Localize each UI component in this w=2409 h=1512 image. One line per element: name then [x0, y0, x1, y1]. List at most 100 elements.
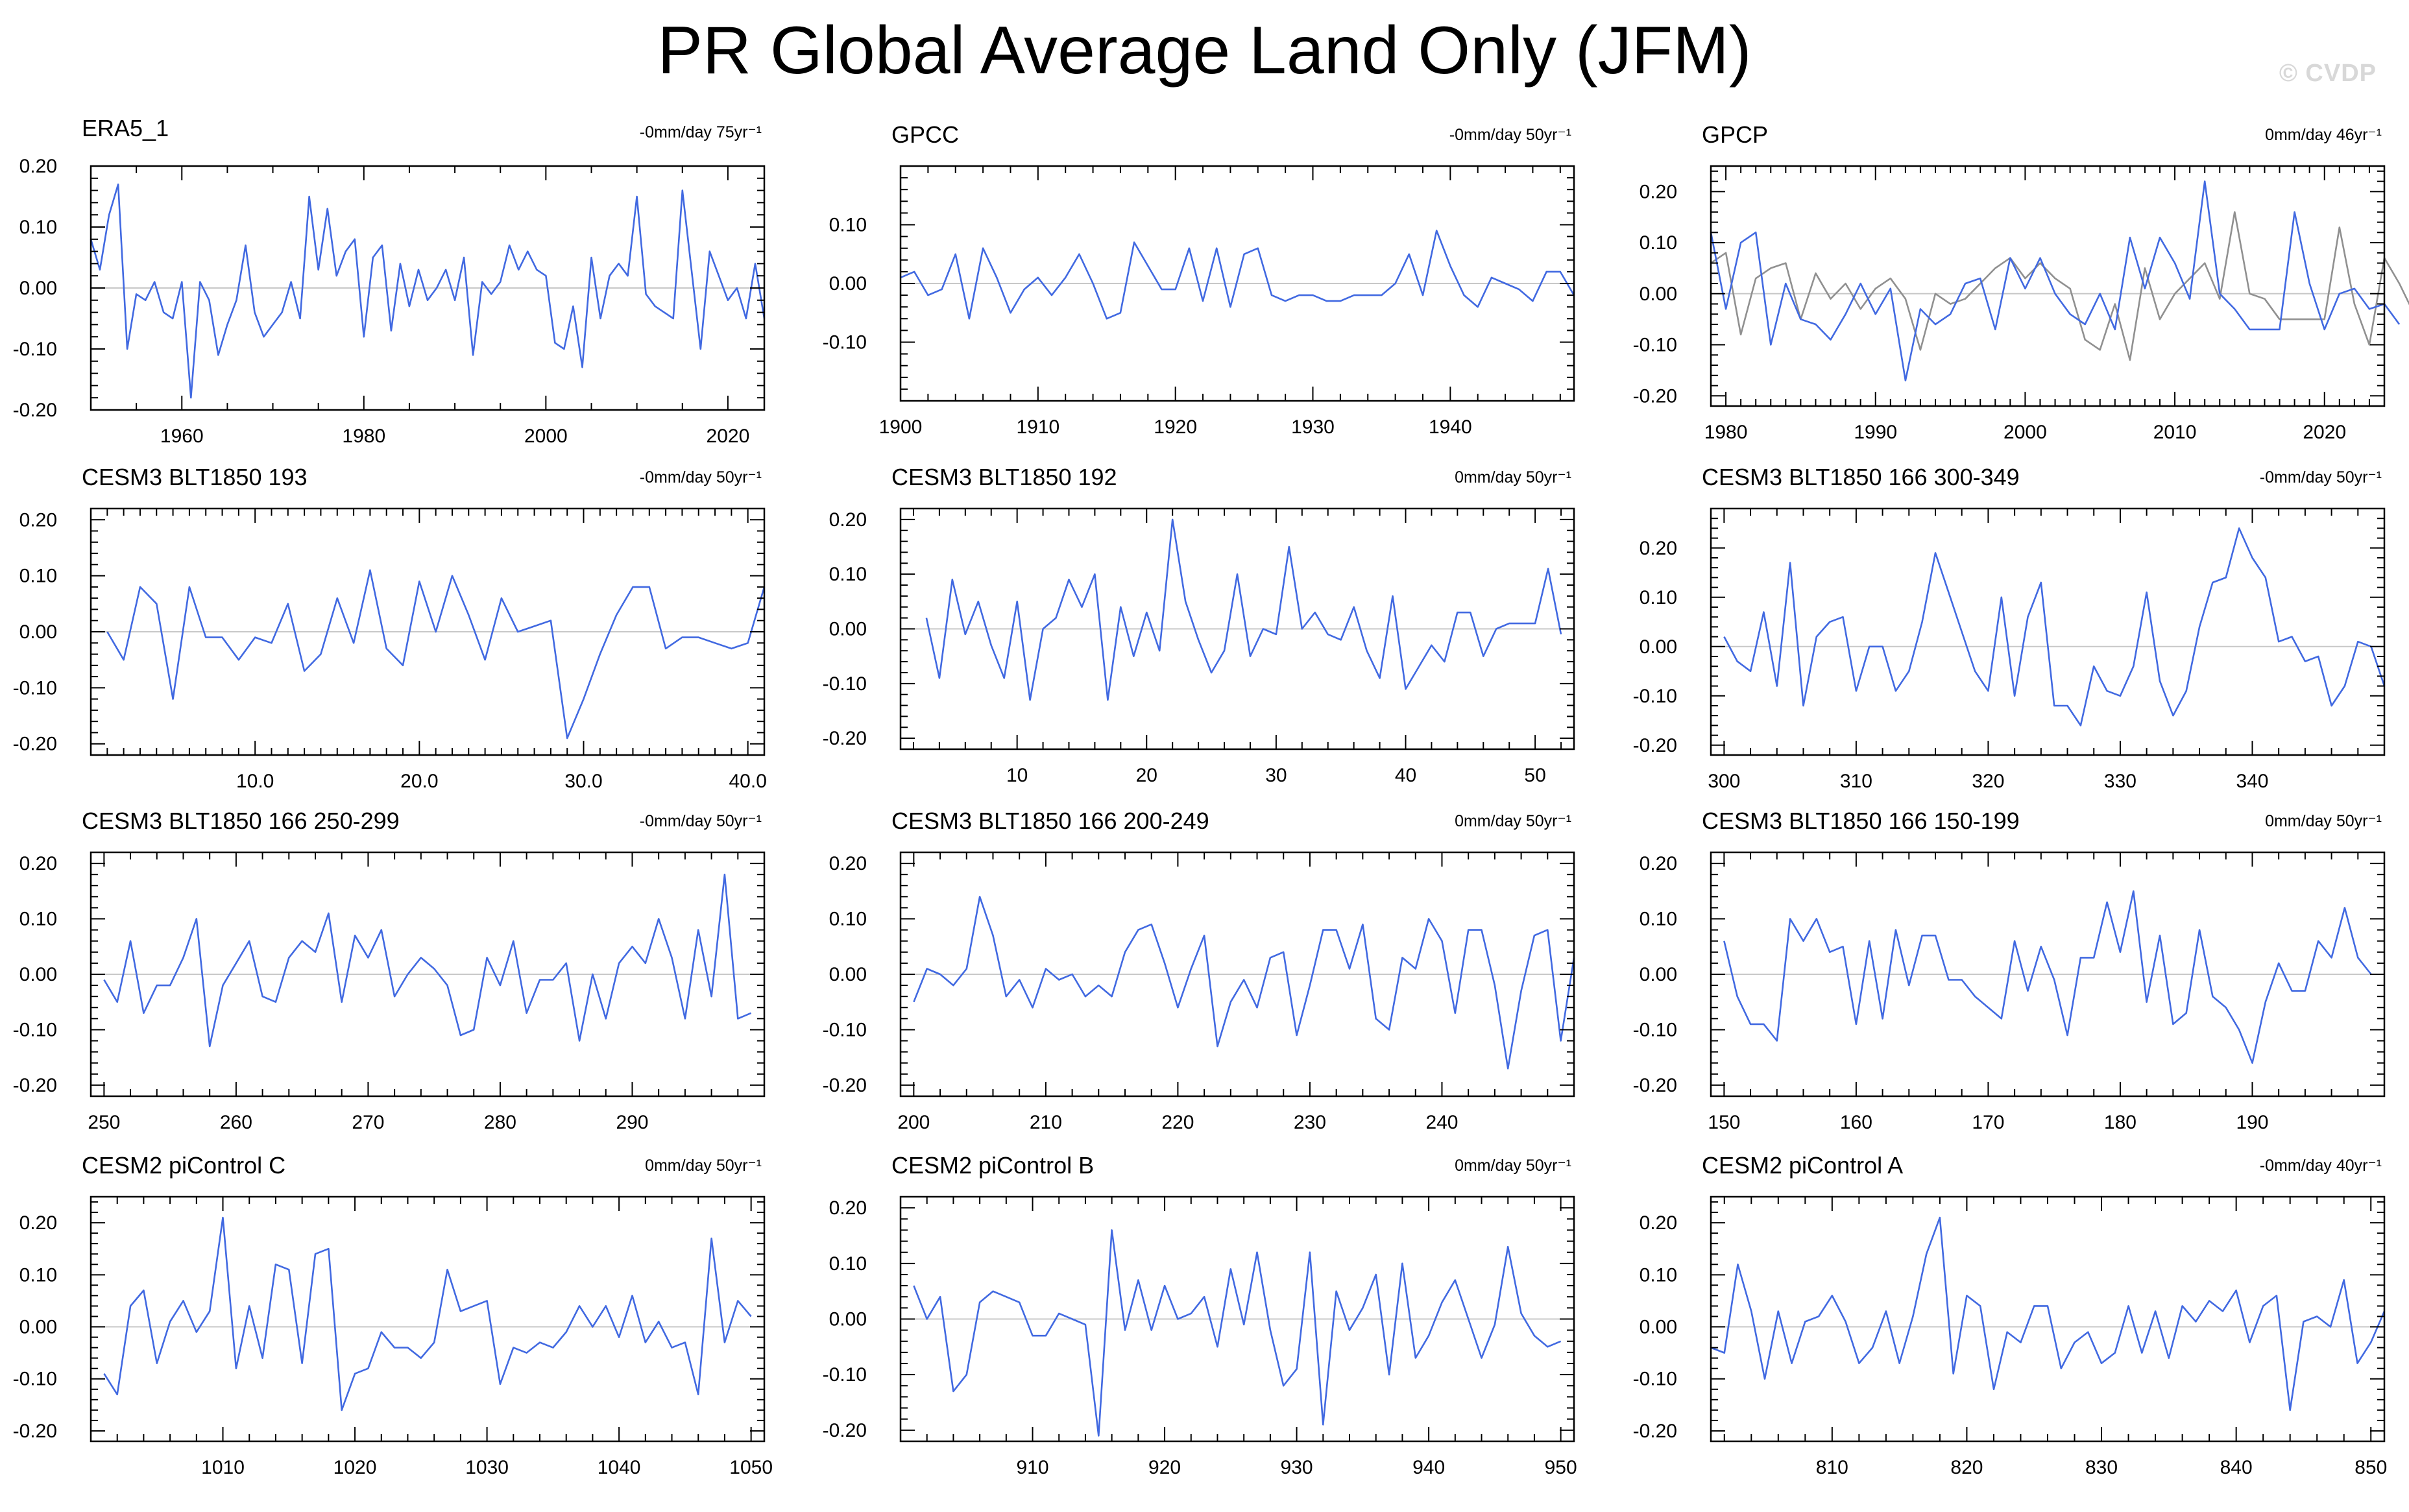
y-tick-label: -0.10	[823, 673, 867, 695]
panel-title: GPCC	[891, 121, 959, 148]
y-tick-label: -0.10	[1633, 1369, 1677, 1390]
y-tick-label: -0.10	[1633, 1019, 1677, 1040]
x-tick-label: 1020	[333, 1457, 377, 1478]
y-tick-label: 0.00	[19, 1317, 57, 1338]
x-tick-label: 820	[1950, 1457, 1983, 1478]
y-tick-label: 0.00	[829, 619, 867, 640]
panel-12: 810 820 830 840 850 -0.20 -0.10 0.00 0.10 0.20 CES…	[1633, 1152, 2388, 1478]
y-tick-label: -0.10	[13, 677, 57, 699]
y-tick-label: -0.20	[1633, 1075, 1677, 1096]
panel-11: 910 920 930 940 950 -0.20 -0.10 0.00 0.10 0.20 CES…	[823, 1152, 1577, 1478]
panel-6: 300 310 320 330 340 -0.20 -0.10 0.00 0.10 0.20 CES…	[1633, 464, 2386, 792]
y-tick-label: 0.00	[1640, 964, 1677, 985]
y-tick-label: 0.00	[19, 278, 57, 299]
x-tick-label: 20.0	[400, 771, 438, 792]
y-tick-label: -0.10	[1633, 335, 1677, 356]
x-tick-label: 1930	[1291, 416, 1335, 438]
x-tick-label: 950	[1545, 1457, 1577, 1478]
y-tick-label: -0.10	[823, 1019, 867, 1040]
panel-10: 1010 1020 1030 1040 1050 -0.20 -0.10 0.00 0.10 0.…	[13, 1152, 773, 1478]
y-tick-label: -0.20	[823, 1420, 867, 1441]
y-tick-label: 0.10	[829, 215, 867, 236]
trend-label: 0mm/day 50yr⁻¹	[1455, 812, 1571, 830]
x-tick-label: 40	[1395, 765, 1416, 786]
panel-title: CESM3 BLT1850 166 250-299	[82, 808, 400, 834]
panel-title: CESM3 BLT1850 166 300-349	[1702, 464, 2020, 490]
y-tick-label: 0.20	[1640, 538, 1677, 559]
y-tick-label: 0.20	[19, 853, 57, 874]
y-tick-label: 0.10	[19, 566, 57, 587]
x-tick-label: 910	[1016, 1457, 1048, 1478]
series-line	[913, 896, 1575, 1070]
trend-label: 0mm/day 50yr⁻¹	[645, 1157, 762, 1175]
y-tick-label: -0.20	[13, 734, 57, 755]
y-tick-label: 0.20	[829, 853, 867, 874]
x-tick-label: 1990	[1854, 422, 1897, 443]
panel-2: 1900 1910 1920 1930 1940 -0.10 0.00 0.10 GPCC -0m…	[823, 121, 1575, 438]
x-tick-label: 280	[484, 1112, 516, 1133]
y-tick-label: 0.00	[1640, 283, 1677, 305]
y-tick-label: -0.20	[13, 1421, 57, 1442]
x-tick-label: 1980	[1704, 422, 1748, 443]
x-tick-label: 1910	[1016, 416, 1059, 438]
trend-label: -0mm/day 50yr⁻¹	[2260, 468, 2382, 486]
x-tick-label: 1010	[201, 1457, 245, 1478]
x-tick-label: 2000	[2003, 422, 2047, 443]
x-tick-label: 1040	[598, 1457, 641, 1478]
y-tick-label: -0.20	[1633, 1421, 1677, 1442]
trend-label: 0mm/day 46yr⁻¹	[2265, 126, 2382, 144]
y-tick-label: -0.20	[13, 1075, 57, 1096]
panel-7: 250 260 270 280 290 -0.20 -0.10 0.00 0.10 0.20 CES…	[13, 808, 766, 1133]
x-tick-label: 240	[1425, 1112, 1458, 1133]
x-tick-label: 1030	[465, 1457, 509, 1478]
series-line	[900, 230, 1575, 320]
series-line-secondary	[1710, 211, 2409, 361]
x-tick-label: 930	[1281, 1457, 1313, 1478]
x-tick-label: 810	[1816, 1457, 1848, 1478]
y-tick-label: -0.20	[1633, 735, 1677, 756]
trend-label: 0mm/day 50yr⁻¹	[2265, 812, 2382, 830]
x-tick-label: 30	[1265, 765, 1287, 786]
trend-label: -0mm/day 50yr⁻¹	[640, 468, 762, 486]
y-tick-label: -0.10	[13, 1019, 57, 1040]
x-tick-label: 830	[2085, 1457, 2118, 1478]
y-tick-label: -0.20	[823, 728, 867, 749]
y-tick-label: 0.20	[1640, 181, 1677, 202]
x-tick-label: 230	[1294, 1112, 1326, 1133]
y-tick-label: -0.20	[1633, 385, 1677, 407]
y-tick-label: 0.10	[829, 909, 867, 930]
panel-title: CESM3 BLT1850 193	[82, 464, 308, 490]
series-line	[106, 569, 766, 739]
trend-label: -0mm/day 50yr⁻¹	[1449, 126, 1571, 144]
panel-4: 10.0 20.0 30.0 40.0 -0.20 -0.10 0.00 0.10 0.20 CE…	[13, 464, 767, 792]
y-tick-label: 0.10	[1640, 587, 1677, 608]
x-tick-label: 40.0	[729, 771, 766, 792]
series-line	[1723, 890, 2372, 1064]
x-tick-label: 190	[2236, 1112, 2268, 1133]
y-tick-label: 0.00	[1640, 1317, 1677, 1338]
x-tick-label: 2020	[707, 426, 750, 447]
trend-label: 0mm/day 50yr⁻¹	[1455, 1157, 1571, 1175]
x-tick-label: 210	[1030, 1112, 1062, 1133]
series-line	[1710, 1216, 2386, 1411]
trend-label: -0mm/day 50yr⁻¹	[640, 812, 762, 830]
x-tick-label: 850	[2355, 1457, 2387, 1478]
x-tick-label: 330	[2104, 771, 2137, 792]
y-tick-label: 0.20	[829, 1197, 867, 1219]
x-tick-label: 2010	[2153, 422, 2197, 443]
x-tick-label: 1960	[160, 426, 204, 447]
series-line	[1710, 180, 2401, 381]
y-tick-label: -0.10	[13, 339, 57, 360]
x-tick-label: 10	[1006, 765, 1028, 786]
panel-9: 150 160 170 180 190 -0.20 -0.10 0.00 0.10 0.20 CES…	[1633, 808, 2386, 1133]
y-tick-label: 0.10	[1640, 232, 1677, 254]
panel-title: CESM3 BLT1850 166 200-249	[891, 808, 1209, 834]
x-tick-label: 300	[1708, 771, 1740, 792]
y-tick-label: 0.20	[19, 1212, 57, 1234]
x-tick-label: 200	[897, 1112, 930, 1133]
x-tick-label: 260	[220, 1112, 252, 1133]
series-line	[90, 183, 766, 399]
y-tick-label: 0.20	[19, 509, 57, 531]
x-tick-label: 20	[1136, 765, 1157, 786]
